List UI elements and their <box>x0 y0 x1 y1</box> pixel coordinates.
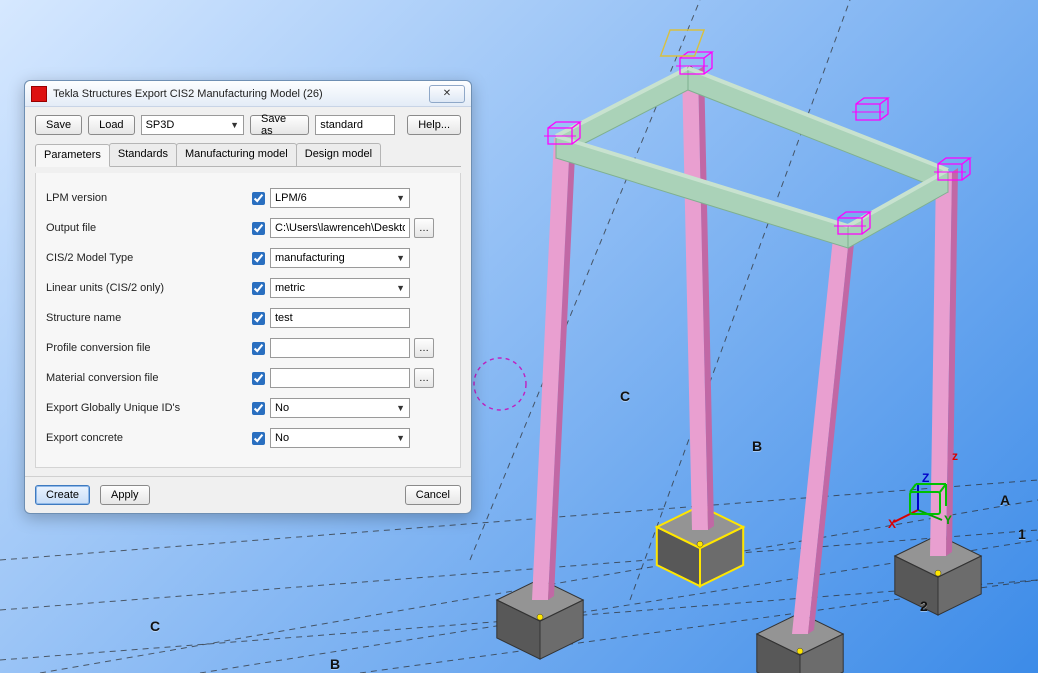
field-control: No ▼ <box>270 398 454 418</box>
svg-text:z: z <box>952 449 958 463</box>
field-enable-checkbox[interactable] <box>252 312 265 325</box>
field-output-file: Output file … <box>46 213 454 243</box>
field-material-conv: Material conversion file … <box>46 363 454 393</box>
chevron-down-icon: ▼ <box>396 283 405 293</box>
field-combo[interactable]: LPM/6 ▼ <box>270 188 410 208</box>
field-combo[interactable]: No ▼ <box>270 398 410 418</box>
grid-label-b-bottom: B <box>330 656 340 672</box>
field-enable-checkbox[interactable] <box>252 192 265 205</box>
saveas-button[interactable]: Save as <box>250 115 309 135</box>
field-control: … <box>270 338 454 358</box>
load-button[interactable]: Load <box>88 115 134 135</box>
field-enable-checkbox[interactable] <box>252 282 265 295</box>
svg-text:X: X <box>888 517 896 531</box>
field-label: Export concrete <box>46 432 246 444</box>
field-export-concrete: Export concrete No ▼ <box>46 423 454 453</box>
tab-standards[interactable]: Standards <box>109 143 177 166</box>
preset-combo[interactable]: SP3D ▼ <box>141 115 244 135</box>
svg-text:Z: Z <box>922 471 929 485</box>
field-combo[interactable]: metric ▼ <box>270 278 410 298</box>
apply-button[interactable]: Apply <box>100 485 150 505</box>
field-enable-checkbox[interactable] <box>252 342 265 355</box>
grid-label-c-top: C <box>620 388 630 404</box>
field-input[interactable] <box>270 338 410 358</box>
help-button[interactable]: Help... <box>407 115 461 135</box>
field-enable-checkbox[interactable] <box>252 432 265 445</box>
field-label: Profile conversion file <box>46 342 246 354</box>
preset-toolbar: Save Load SP3D ▼ Save as Help... <box>35 115 461 135</box>
cancel-button[interactable]: Cancel <box>405 485 461 505</box>
titlebar[interactable]: Tekla Structures Export CIS2 Manufacturi… <box>25 81 471 107</box>
field-control: metric ▼ <box>270 278 454 298</box>
field-combo-value: No <box>275 432 289 444</box>
chevron-down-icon: ▼ <box>396 403 405 413</box>
field-combo-value: metric <box>275 282 305 294</box>
field-control: LPM/6 ▼ <box>270 188 454 208</box>
export-dialog: Tekla Structures Export CIS2 Manufacturi… <box>24 80 472 514</box>
preset-combo-value: SP3D <box>146 119 175 131</box>
grid-label-c-bottom: C <box>150 618 160 634</box>
field-input[interactable] <box>270 308 410 328</box>
grid-label-b-top: B <box>752 438 762 454</box>
field-label: Structure name <box>46 312 246 324</box>
field-lpm-version: LPM version LPM/6 ▼ <box>46 183 454 213</box>
field-profile-conv: Profile conversion file … <box>46 333 454 363</box>
field-input[interactable] <box>270 368 410 388</box>
parameters-panel: LPM version LPM/6 ▼ Output file … CIS/2 Model… <box>35 173 461 468</box>
field-control <box>270 308 454 328</box>
field-label: LPM version <box>46 192 246 204</box>
chevron-down-icon: ▼ <box>396 253 405 263</box>
window-title: Tekla Structures Export CIS2 Manufacturi… <box>53 88 423 100</box>
field-export-guid: Export Globally Unique ID's No ▼ <box>46 393 454 423</box>
field-structure-name: Structure name <box>46 303 454 333</box>
field-combo-value: manufacturing <box>275 252 345 264</box>
browse-button[interactable]: … <box>414 368 434 388</box>
field-label: Linear units (CIS/2 only) <box>46 282 246 294</box>
browse-button[interactable]: … <box>414 338 434 358</box>
saveas-input[interactable] <box>315 115 395 135</box>
field-label: CIS/2 Model Type <box>46 252 246 264</box>
field-input[interactable] <box>270 218 410 238</box>
field-enable-checkbox[interactable] <box>252 252 265 265</box>
grid-label-a: A <box>1000 492 1010 508</box>
field-control: … <box>270 368 454 388</box>
field-model-type: CIS/2 Model Type manufacturing ▼ <box>46 243 454 273</box>
browse-button[interactable]: … <box>414 218 434 238</box>
chevron-down-icon: ▼ <box>396 193 405 203</box>
tab-manufacturing[interactable]: Manufacturing model <box>176 143 297 166</box>
svg-text:Y: Y <box>944 513 952 527</box>
field-combo[interactable]: No ▼ <box>270 428 410 448</box>
field-combo[interactable]: manufacturing ▼ <box>270 248 410 268</box>
field-enable-checkbox[interactable] <box>252 372 265 385</box>
field-label: Export Globally Unique ID's <box>46 402 246 414</box>
app-icon <box>31 86 47 102</box>
field-control: … <box>270 218 454 238</box>
grid-label-1: 1 <box>1018 526 1026 542</box>
create-button[interactable]: Create <box>35 485 90 505</box>
field-linear-units: Linear units (CIS/2 only) metric ▼ <box>46 273 454 303</box>
field-control: manufacturing ▼ <box>270 248 454 268</box>
tab-parameters[interactable]: Parameters <box>35 144 110 167</box>
field-enable-checkbox[interactable] <box>252 222 265 235</box>
field-control: No ▼ <box>270 428 454 448</box>
dialog-footer: Create Apply Cancel <box>25 476 471 513</box>
chevron-down-icon: ▼ <box>230 120 239 130</box>
field-combo-value: No <box>275 402 289 414</box>
grid-label-2: 2 <box>920 598 928 614</box>
field-label: Output file <box>46 222 246 234</box>
field-enable-checkbox[interactable] <box>252 402 265 415</box>
field-combo-value: LPM/6 <box>275 192 307 204</box>
tab-design[interactable]: Design model <box>296 143 381 166</box>
close-icon[interactable]: ✕ <box>429 85 465 103</box>
tabstrip: Parameters Standards Manufacturing model… <box>35 143 461 167</box>
chevron-down-icon: ▼ <box>396 433 405 443</box>
save-button[interactable]: Save <box>35 115 82 135</box>
field-label: Material conversion file <box>46 372 246 384</box>
